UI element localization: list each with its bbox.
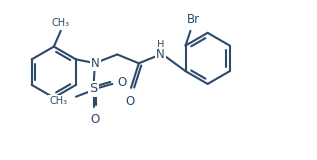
Text: O: O — [126, 95, 135, 108]
Text: N: N — [91, 57, 100, 70]
Text: CH₃: CH₃ — [49, 96, 67, 106]
Text: H: H — [157, 40, 164, 50]
Text: Br: Br — [187, 13, 200, 26]
Text: O: O — [117, 76, 126, 89]
Text: O: O — [90, 113, 99, 126]
Text: N: N — [156, 48, 165, 61]
Text: CH₃: CH₃ — [52, 18, 70, 28]
Text: S: S — [89, 82, 98, 95]
